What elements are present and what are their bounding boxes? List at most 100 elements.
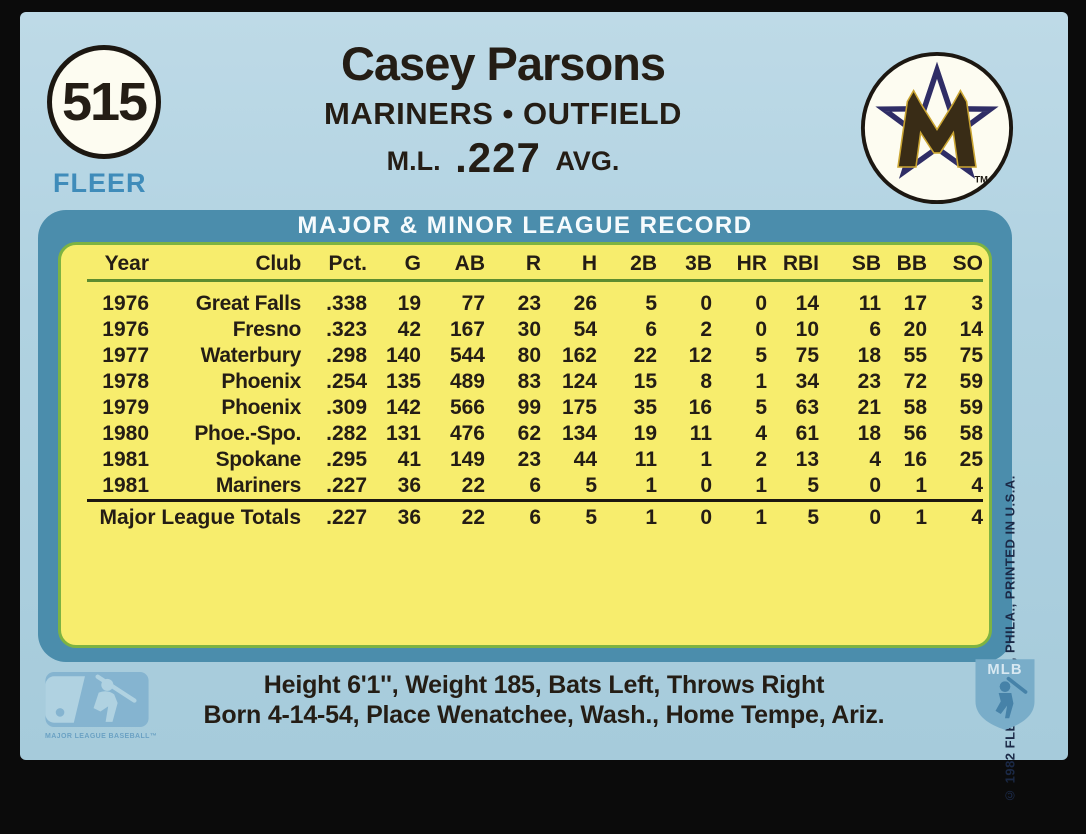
stats-header-row: Year Club Pct. G AB R H 2B 3B HR RBI SB BB SO [87, 251, 983, 282]
table-row: 1981 Spokane .295 41 149 23 44 11 1 2 13 4 16 25 [87, 447, 983, 473]
stat-cell: 1979 [102, 396, 149, 419]
stat-cell: Phoenix [221, 370, 301, 393]
stat-cell: 131 [385, 422, 421, 445]
mariners-logo-icon: TM [859, 50, 1015, 206]
title-block: Casey Parsons MARINERS • OUTFIELD M.L. .… [218, 38, 788, 188]
stat-cell: 15 [633, 370, 657, 393]
stat-cell: 1977 [102, 344, 149, 367]
stat-cell: 75 [959, 344, 983, 367]
bio-line-1: Height 6'1'', Weight 185, Bats Left, Thr… [263, 671, 825, 699]
stat-cell: 42 [397, 318, 421, 341]
stat-cell: 1978 [102, 370, 149, 393]
stat-cell: 4 [869, 448, 881, 471]
stat-cell: 6 [869, 318, 881, 341]
col-header-hr: HR [712, 251, 767, 282]
col-header-g: G [367, 251, 421, 282]
stat-cell: 80 [517, 344, 541, 367]
totals-cell: .227 [301, 499, 367, 531]
totals-cell: 0 [819, 499, 881, 531]
col-header-bb: BB [881, 251, 927, 282]
mlb-logo-caption: MAJOR LEAGUE BASEBALL™ [45, 733, 158, 740]
stat-cell: 22 [461, 474, 485, 497]
stat-cell: 30 [517, 318, 541, 341]
stat-cell: 55 [903, 344, 927, 367]
stat-cell: 476 [449, 422, 485, 445]
stat-cell: 83 [517, 370, 541, 393]
avg-value: .227 [455, 134, 541, 181]
stat-cell: 35 [633, 396, 657, 419]
col-header-sb: SB [819, 251, 881, 282]
stat-cell: 41 [397, 448, 421, 471]
stat-cell: 13 [795, 448, 819, 471]
stat-cell: 1976 [102, 292, 149, 315]
stat-cell: 0 [700, 474, 712, 497]
stat-cell: Spokane [215, 448, 302, 471]
brand-label: FLEER [53, 168, 147, 198]
stat-cell: 61 [795, 422, 819, 445]
mlbpa-logo-text: MLB [987, 662, 1022, 678]
stat-cell: 23 [517, 448, 541, 471]
stat-cell: 16 [688, 396, 712, 419]
stat-cell: .227 [326, 474, 367, 497]
stat-cell: 1 [755, 370, 767, 393]
stat-cell: 142 [385, 396, 421, 419]
record-banner: MAJOR & MINOR LEAGUE RECORD [297, 212, 753, 239]
totals-label: Major League Totals [87, 499, 301, 531]
stat-cell: .295 [326, 448, 367, 471]
table-row: 1976 Great Falls .338 19 77 23 26 5 0 0 14 11 17 3 [87, 281, 983, 318]
player-name: Casey Parsons [340, 37, 666, 90]
stat-cell: 20 [903, 318, 927, 341]
stat-cell: 167 [449, 318, 485, 341]
stat-cell: 16 [903, 448, 927, 471]
stat-cell: Great Falls [195, 292, 302, 315]
mlbpa-logo-icon: MLB [973, 655, 1037, 733]
table-row: 1976 Fresno .323 42 167 30 54 6 2 0 10 6 20 14 [87, 317, 983, 343]
stat-cell: 17 [903, 292, 927, 315]
col-header-year: Year [87, 251, 149, 282]
stat-cell: 11 [689, 422, 712, 445]
stat-cell: 22 [633, 344, 657, 367]
stat-cell: 1 [755, 474, 767, 497]
stat-cell: 23 [517, 292, 541, 315]
col-header-h: H [541, 251, 597, 282]
stat-cell: Phoe.-Spo. [194, 422, 301, 445]
stat-cell: 4 [755, 422, 767, 445]
stat-cell: 10 [795, 318, 819, 341]
stat-cell: 11 [634, 448, 657, 471]
stat-cell: 18 [857, 344, 881, 367]
stat-cell: 19 [397, 292, 421, 315]
stat-cell: Fresno [232, 318, 302, 341]
stat-cell: 134 [561, 422, 597, 445]
stat-cell: 11 [858, 292, 881, 315]
stats-panel: Year Club Pct. G AB R H 2B 3B HR RBI SB BB SO 1976 Gre… [58, 242, 992, 648]
stat-cell: .298 [326, 344, 367, 367]
totals-cell: 0 [657, 499, 712, 531]
mlb-logo-icon: MAJOR LEAGUE BASEBALL™ [45, 672, 158, 740]
totals-cell: 22 [421, 499, 485, 531]
stat-cell: 75 [795, 344, 819, 367]
totals-row: Major League Totals .227 36 22 6 5 1 0 1 5 0 1 4 [87, 499, 983, 531]
stat-cell: 1980 [102, 422, 149, 445]
stat-cell: 8 [700, 370, 712, 393]
table-row: 1980 Phoe.-Spo. .282 131 476 62 134 19 11 4 61 18 56… [87, 421, 983, 447]
col-header-club: Club [149, 251, 301, 282]
stat-cell: Mariners [215, 474, 301, 497]
stat-cell: Phoenix [221, 396, 301, 419]
stat-cell: 77 [461, 292, 485, 315]
col-header-rbi: RBI [767, 251, 819, 282]
stat-cell: 56 [903, 422, 927, 445]
stat-cell: 135 [385, 370, 421, 393]
card-number: 515 [61, 72, 148, 132]
stat-cell: 149 [449, 448, 485, 471]
totals-cell: 1 [597, 499, 657, 531]
stat-cell: 62 [517, 422, 541, 445]
bio-block: Height 6'1'', Weight 185, Bats Left, Thr… [164, 670, 924, 730]
table-row: 1979 Phoenix .309 142 566 99 175 35 16 5 63 21 58 59 [87, 395, 983, 421]
stat-cell: 175 [561, 396, 597, 419]
record-panel: MAJOR & MINOR LEAGUE RECORD Year Club Pct.… [38, 210, 1018, 803]
stat-cell: 6 [645, 318, 657, 341]
average-line: M.L. .227 AVG. [218, 137, 788, 188]
stat-cell: .309 [326, 396, 367, 419]
stat-cell: 14 [795, 292, 819, 315]
stat-cell: 44 [573, 448, 597, 471]
